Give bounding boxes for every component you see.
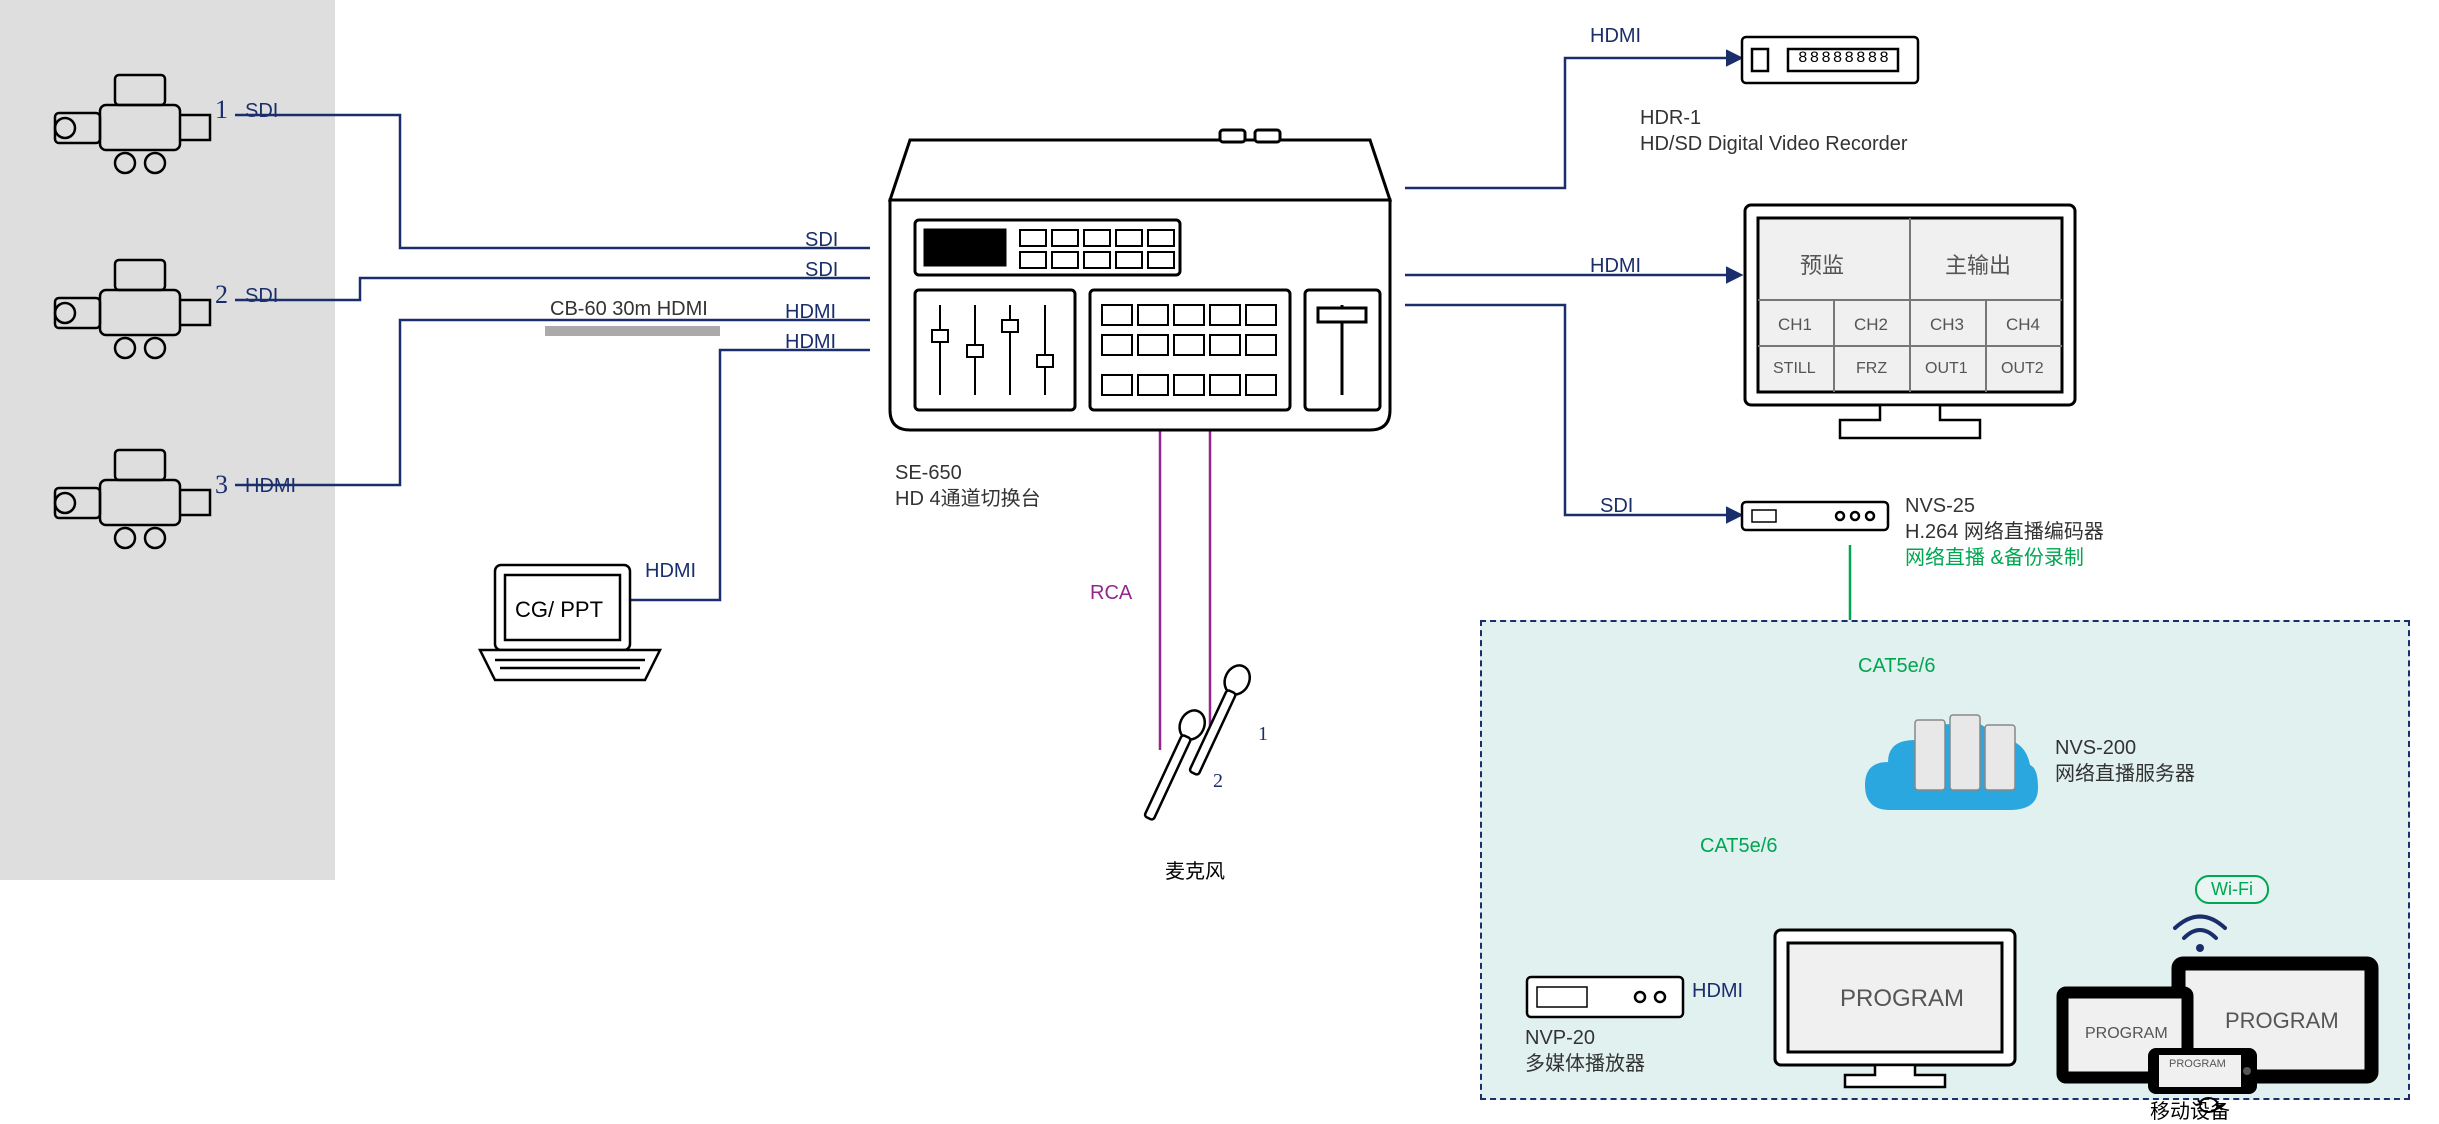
mon-cell-preview: 预监 (1800, 248, 1844, 280)
recorder-display: 88888888 (1798, 49, 1891, 67)
recorder-title: HDR-1 HD/SD Digital Video Recorder (1640, 105, 1908, 157)
switcher (870, 130, 1410, 455)
camera-signal-2: SDI (245, 285, 278, 308)
recorder-title-2: HD/SD Digital Video Recorder (1640, 133, 1908, 155)
camera-3 (40, 440, 220, 555)
wifi-label: Wi-Fi (2195, 875, 2269, 904)
camera-signal-3: HDMI (245, 475, 296, 498)
switcher-in-4: HDMI (785, 331, 836, 354)
player-title-1: NVP-20 (1525, 1027, 1595, 1049)
encoder-title-2: H.264 网络直播编码器 (1905, 521, 2104, 543)
program-phone (2145, 1045, 2260, 1102)
encoder (1740, 500, 1890, 537)
laptop-signal: HDMI (645, 560, 696, 583)
switcher-title-2: HD 4通道切换台 (895, 488, 1041, 510)
monitor-signal: HDMI (1590, 255, 1641, 278)
program-phone-label: PROGRAM (2169, 1058, 2226, 1070)
cat-label-2: CAT5e/6 (1700, 835, 1777, 858)
mon-out1: OUT1 (1925, 360, 1968, 378)
camera-signal-1: SDI (245, 100, 278, 123)
cloud-icon (1860, 700, 2040, 845)
mon-ch4: CH4 (2006, 315, 2040, 335)
rca-label: RCA (1090, 582, 1132, 605)
mon-ch3: CH3 (1930, 315, 1964, 335)
player-title-2: 多媒体播放器 (1525, 1053, 1645, 1075)
encoder-title-1: NVS-25 (1905, 495, 1975, 517)
laptop-label: CG/ PPT (515, 597, 603, 623)
camera-num-3: 3 (215, 470, 228, 500)
wifi-icon (2170, 910, 2230, 960)
recorder-signal: HDMI (1590, 25, 1641, 48)
laptop (470, 560, 670, 695)
encoder-title: NVS-25 H.264 网络直播编码器 网络直播 &备份录制 (1905, 493, 2104, 571)
recorder-title-1: HDR-1 (1640, 107, 1701, 129)
mon-cell-program: 主输出 (1945, 248, 2011, 280)
cable-note: CB-60 30m HDMI (550, 298, 708, 321)
player-signal: HDMI (1692, 980, 1743, 1003)
switcher-title-1: SE-650 (895, 462, 962, 484)
mon-out2: OUT2 (2001, 360, 2044, 378)
mon-frz: FRZ (1856, 360, 1887, 378)
player (1525, 975, 1685, 1025)
mon-ch1: CH1 (1778, 315, 1812, 335)
cat-label-1: CAT5e/6 (1858, 655, 1935, 678)
mic-label: 麦克风 (1165, 855, 1225, 884)
camera-1 (40, 65, 220, 180)
mic-num-2: 2 (1213, 770, 1223, 793)
player-title: NVP-20 多媒体播放器 (1525, 1025, 1645, 1077)
switcher-in-2: SDI (805, 259, 838, 282)
cable-bar (545, 326, 720, 336)
program-tv-label: PROGRAM (1840, 985, 1964, 1013)
switcher-in-3: HDMI (785, 301, 836, 324)
switcher-in-1: SDI (805, 229, 838, 252)
mobile-label: 移动设备 (2150, 1095, 2230, 1124)
program-tablet-large-label: PROGRAM (2225, 1008, 2339, 1034)
encoder-signal: SDI (1600, 495, 1633, 518)
server-title-2: 网络直播服务器 (2055, 763, 2195, 785)
mon-still: STILL (1773, 360, 1816, 378)
program-tablet-small-label: PROGRAM (2085, 1025, 2168, 1043)
wifi-pill: Wi-Fi (2195, 875, 2269, 904)
mic-num-1: 1 (1258, 723, 1268, 746)
server-title: NVS-200 网络直播服务器 (2055, 735, 2195, 787)
camera-num-2: 2 (215, 280, 228, 310)
camera-2 (40, 250, 220, 365)
camera-num-1: 1 (215, 95, 228, 125)
mon-ch2: CH2 (1854, 315, 1888, 335)
encoder-title-3: 网络直播 &备份录制 (1905, 547, 2084, 569)
server-title-1: NVS-200 (2055, 737, 2136, 759)
switcher-title: SE-650 HD 4通道切换台 (895, 460, 1041, 512)
